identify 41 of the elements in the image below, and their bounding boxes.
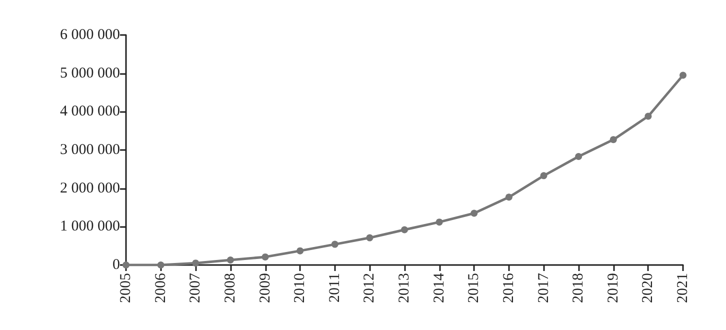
y-tick-label: 6 000 000 [60, 27, 120, 43]
x-tick-label: 2014 [431, 272, 448, 303]
point [226, 256, 234, 264]
point [366, 234, 374, 242]
x-tick-label: 2013 [396, 273, 412, 303]
point [436, 218, 443, 226]
x-tick-label: 2015 [466, 273, 482, 303]
x-tick-label: 2005 [118, 273, 134, 303]
x-tick-label: 2012 [362, 273, 378, 303]
y-tick-label: 3 000 000 [60, 142, 120, 158]
point [644, 112, 652, 120]
x-tick-label: 2006 [152, 272, 169, 303]
x-tick-label: 2008 [222, 273, 238, 303]
y-tick-label: 4 000 000 [60, 104, 120, 120]
x-tick-label: 2018 [570, 273, 587, 303]
x-tick-label: 2019 [605, 273, 622, 303]
point [540, 172, 548, 180]
x-tick-label: 2020 [640, 273, 656, 303]
x-tick-label: 2011 [326, 273, 343, 302]
point [122, 262, 130, 268]
point [331, 240, 338, 248]
point [610, 136, 617, 144]
x-tick-label: 2016 [500, 272, 517, 303]
x-tick-label: 2007 [188, 272, 204, 303]
point [470, 210, 478, 217]
point [296, 247, 304, 254]
point [680, 72, 686, 79]
point [192, 260, 200, 267]
point [505, 194, 512, 201]
y-tick-label: 2 000 000 [60, 180, 120, 196]
point [157, 262, 164, 268]
point [401, 226, 408, 234]
y-tick-label: 5 000 000 [60, 65, 120, 82]
x-tick-label: 2009 [257, 273, 274, 303]
x-tick-label: 2017 [536, 272, 552, 303]
x-tick-label: 2021 [675, 273, 691, 303]
y-tick-label: 0 [112, 257, 120, 273]
point [262, 253, 269, 260]
x-tick-label: 2010 [292, 273, 308, 303]
point [575, 153, 582, 160]
y-tick-label: 1 000 000 [60, 218, 120, 235]
